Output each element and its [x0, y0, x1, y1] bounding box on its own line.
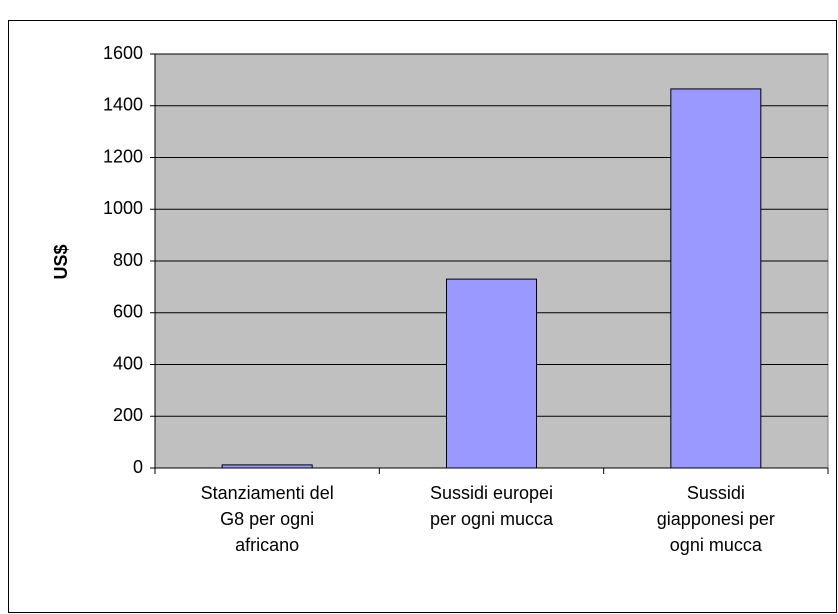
x-tick-label-line: ogni mucca	[670, 535, 763, 555]
y-tick-label: 400	[113, 353, 143, 373]
x-tick-label-line: Sussidi	[687, 483, 745, 503]
x-tick-label: Stanziamenti del G8 per ogni africano	[201, 483, 334, 555]
y-tick-label: 200	[113, 405, 143, 425]
y-tick-label: 1000	[103, 198, 143, 218]
y-tick-label: 0	[133, 457, 143, 477]
y-axis-label: US$	[51, 244, 71, 279]
x-tick-label-line: Sussidi europei	[430, 483, 553, 503]
y-tick-label: 1400	[103, 95, 143, 115]
y-tick-label: 600	[113, 302, 143, 322]
x-tick-label-line: per ogni mucca	[430, 509, 554, 529]
x-tick-label-line: Stanziamenti del	[201, 483, 334, 503]
y-tick-label: 800	[113, 250, 143, 270]
x-tick-label-line: G8 per ogni	[220, 509, 314, 529]
x-tick-label: Sussidi europei per ogni mucca	[430, 483, 554, 529]
x-tick-label: Sussidi giapponesi per ogni mucca	[657, 483, 775, 555]
x-tick-label-line: africano	[235, 535, 299, 555]
bar	[670, 88, 762, 469]
y-tick-label: 1200	[103, 146, 143, 166]
y-tick-label: 1600	[103, 43, 143, 63]
x-tick-label-line: giapponesi per	[657, 509, 775, 529]
bar	[446, 278, 537, 469]
